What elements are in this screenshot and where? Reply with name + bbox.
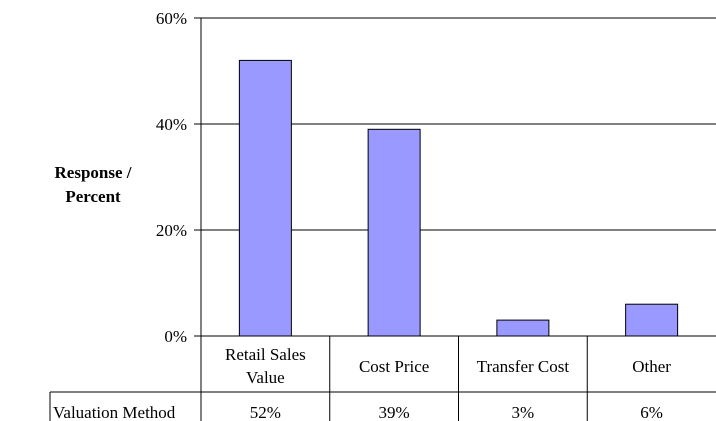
axes: 0% 20% 40% 60% — [156, 9, 716, 421]
data-label: 6% — [640, 403, 663, 421]
data-label: 3% — [512, 403, 535, 421]
y-tick-label: 0% — [164, 327, 187, 346]
data-label: 39% — [379, 403, 410, 421]
y-tick-label: 40% — [156, 115, 187, 134]
y-axis-label-line-2: Percent — [65, 187, 121, 206]
data-table: Valuation Method Retail Sales Value 52% Cos… — [49, 336, 716, 421]
y-tick-label: 60% — [156, 9, 187, 28]
table-row-header: Valuation Method — [53, 403, 176, 421]
y-axis-label-line-1: Response / — [55, 163, 132, 182]
category-label: Cost Price — [359, 357, 429, 376]
data-label: 52% — [250, 403, 281, 421]
bar — [367, 128, 421, 337]
category-label: Retail Sales — [225, 345, 306, 364]
category-label: Transfer Cost — [477, 357, 570, 376]
bar — [238, 59, 292, 337]
category-label: Value — [246, 368, 285, 387]
y-tick-label: 20% — [156, 221, 187, 240]
category-label: Other — [632, 357, 671, 376]
bars — [238, 59, 679, 337]
bar — [625, 303, 679, 337]
bar — [496, 319, 550, 337]
